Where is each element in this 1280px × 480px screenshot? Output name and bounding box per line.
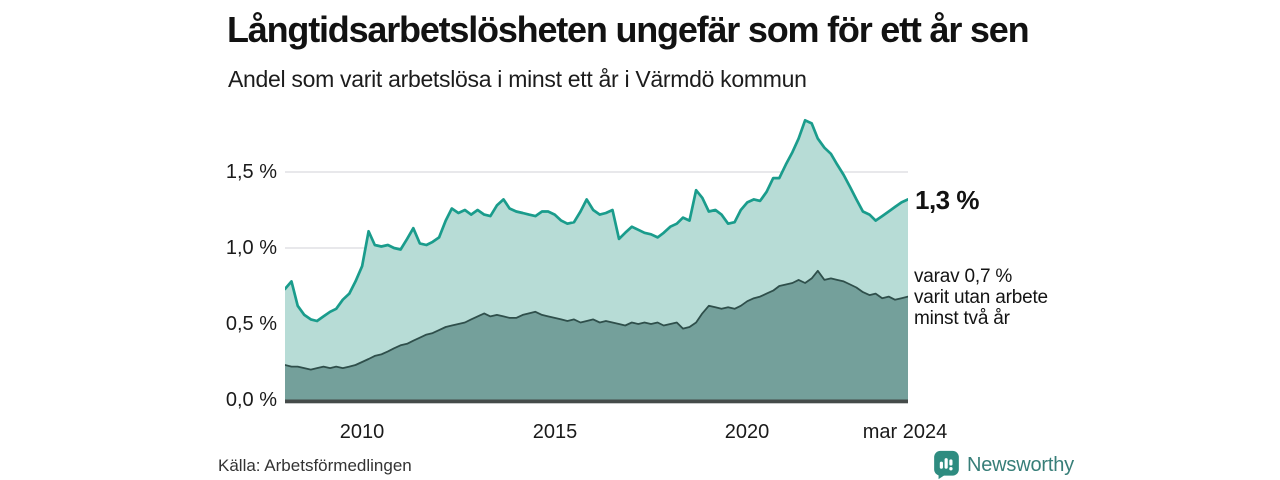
x-tick-label: 2010	[339, 421, 385, 443]
newsworthy-logo-icon	[934, 450, 959, 480]
secondary-series-label: varav 0,7 % varit utan arbete minst två …	[914, 266, 1048, 329]
y-tick-label: 1,5 %	[225, 161, 277, 183]
y-tick-label: 0,0 %	[225, 389, 277, 411]
page-title: Långtidsarbetslösheten ungefär som för e…	[227, 9, 1030, 50]
secondary-series-label-line3: minst två år	[914, 308, 1010, 329]
y-tick-label: 0,5 %	[225, 313, 277, 335]
x-tick-label: mar 2024	[862, 421, 948, 443]
latest-value-label: 1,3 %	[915, 185, 980, 215]
secondary-series-label-line2: varit utan arbete	[914, 287, 1048, 308]
x-tick-label: 2015	[532, 421, 578, 443]
secondary-series-label-line1: varav 0,7 %	[914, 266, 1013, 287]
area-chart	[285, 118, 908, 404]
x-tick-label: 2020	[724, 421, 770, 443]
newsworthy-brand: Newsworthy	[933, 450, 1074, 480]
newsworthy-wordmark: Newsworthy	[967, 453, 1074, 476]
chart-subtitle: Andel som varit arbetslösa i minst ett å…	[228, 66, 807, 92]
source-credit: Källa: Arbetsförmedlingen	[218, 456, 412, 475]
y-tick-label: 1,0 %	[225, 237, 277, 259]
